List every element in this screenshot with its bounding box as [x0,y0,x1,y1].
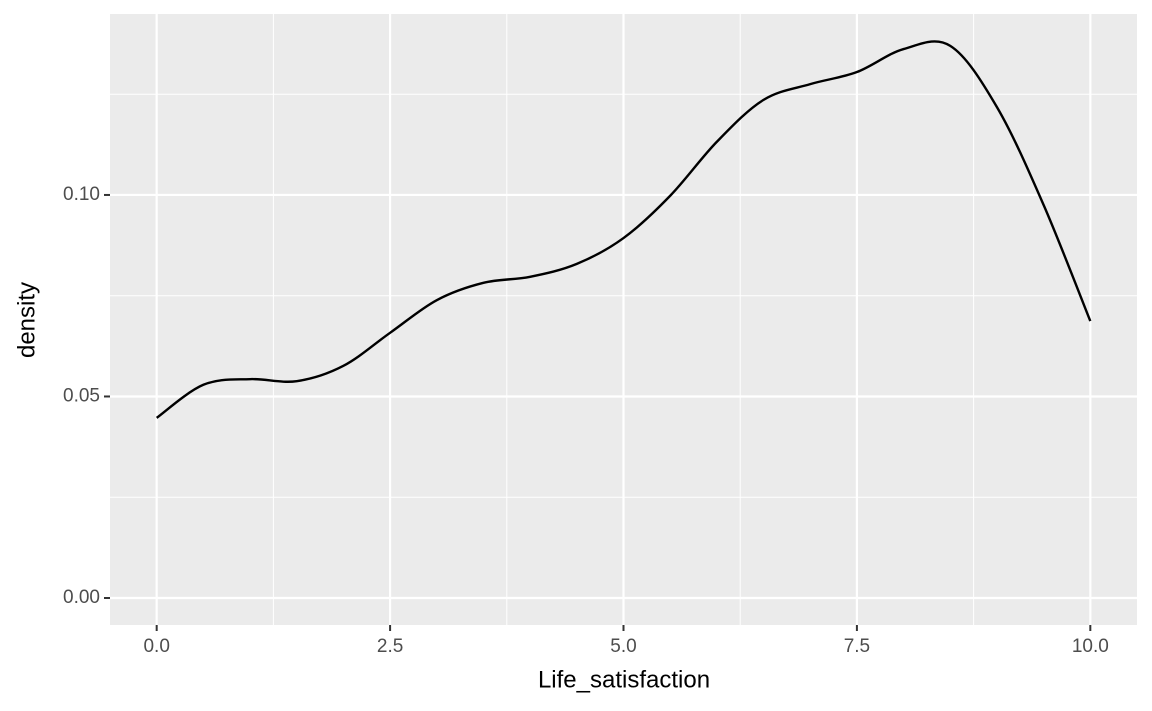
y-tick-label: 0.00 [63,587,100,608]
density-line [155,40,1092,419]
x-tick-label: 0.0 [143,636,169,657]
x-tick-label: 2.5 [377,636,403,657]
y-axis-title: density [13,282,40,358]
x-tick-label: 7.5 [844,636,870,657]
y-tick-label: 0.05 [63,385,100,406]
x-axis-title: Life_satisfaction [538,666,710,693]
x-tick-label: 5.0 [610,636,636,657]
x-tick-label: 10.0 [1072,636,1109,657]
y-tick-label: 0.10 [63,184,100,205]
